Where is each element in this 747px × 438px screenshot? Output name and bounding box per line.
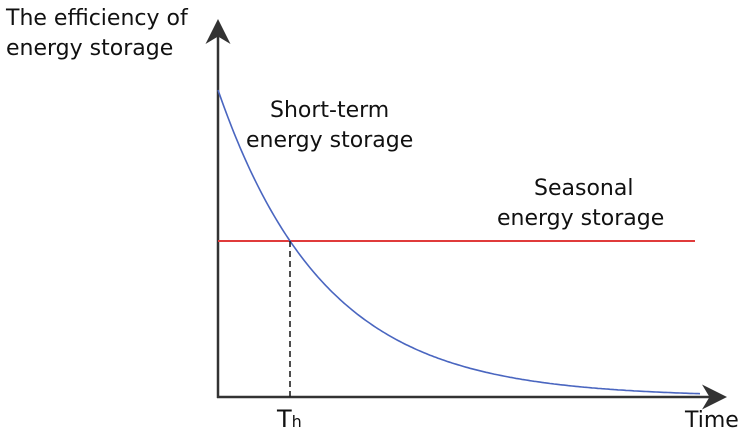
- short-term-label-line1: Short-term: [270, 98, 390, 123]
- th-main: T: [277, 405, 292, 433]
- th-subscript: h: [291, 412, 302, 431]
- short-term-label-line2: energy storage: [246, 128, 414, 153]
- y-axis-label-line1: The efficiency of: [6, 6, 188, 31]
- y-axis-label-line2: energy storage: [6, 36, 174, 61]
- short-term-storage-curve: [217, 89, 701, 395]
- th-tick-label: Th: [277, 404, 302, 437]
- seasonal-label-line2: energy storage: [497, 206, 665, 231]
- seasonal-label-line1: Seasonal: [534, 176, 634, 201]
- x-axis-label: Time: [685, 408, 739, 433]
